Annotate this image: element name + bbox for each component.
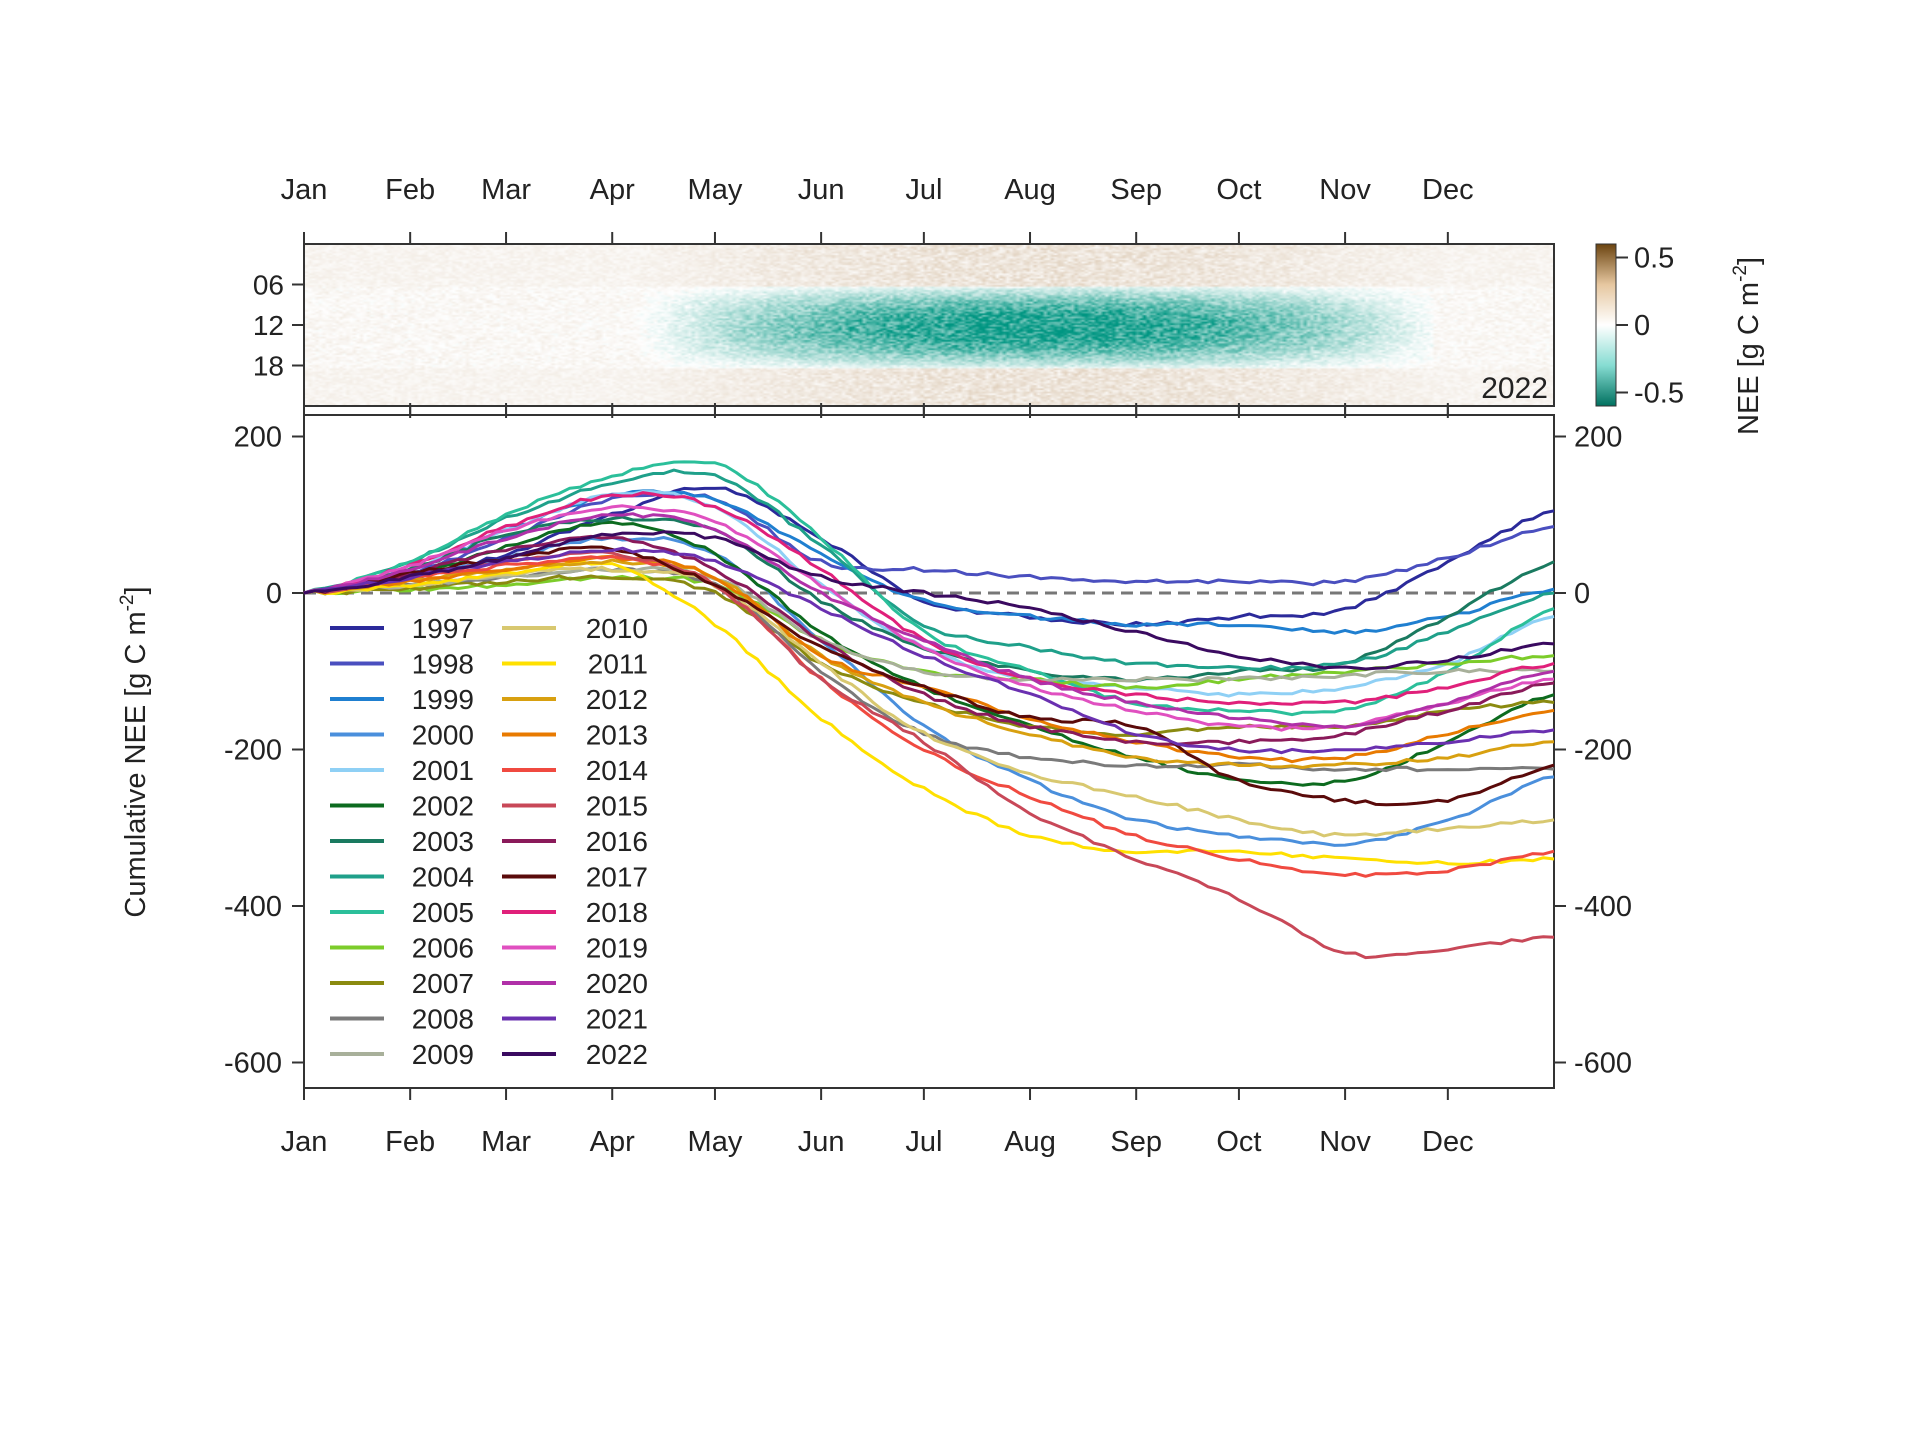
series-line-2010 — [303, 565, 1555, 838]
series-line-2004 — [303, 468, 1555, 671]
x-tick-label: Feb — [385, 1126, 435, 1158]
series-line-1997 — [303, 486, 1555, 628]
heatmap-panel: Jan Feb Mar Apr May Jun Jul Aug Sep Oct Nov Dec 06 12… — [253, 174, 1555, 418]
y-tick-label-left: -600 — [224, 1048, 282, 1080]
y-tick-label-left: 0 — [266, 578, 282, 610]
top-x-tick-label: Jun — [798, 174, 845, 206]
series-line-2021 — [303, 546, 1555, 755]
colorbar: 0.5 0 -0.5 NEE [g C m-2] — [1595, 243, 1765, 435]
colorbar-tick-label: 0 — [1634, 310, 1650, 342]
x-tick-label: Nov — [1319, 1126, 1371, 1158]
legend-label-2018: 2018 — [586, 897, 648, 928]
colorbar-label: NEE [g C m-2] — [1730, 257, 1765, 435]
legend-label-2000: 2000 — [412, 720, 474, 751]
series-line-2009 — [303, 565, 1555, 683]
heatmap-y-tick-label: 18 — [253, 351, 284, 382]
top-x-tick-label: Apr — [590, 174, 635, 206]
x-tick-label: Dec — [1422, 1126, 1474, 1158]
legend-label-1999: 1999 — [412, 684, 474, 715]
y-tick-label-right: -400 — [1574, 891, 1632, 923]
series-line-2014 — [303, 555, 1555, 878]
legend-label-2014: 2014 — [586, 755, 648, 786]
series-line-2005 — [303, 460, 1555, 717]
heatmap-frame — [303, 243, 1555, 407]
top-x-tick-label: May — [688, 174, 743, 206]
top-x-tick-label: Oct — [1216, 174, 1261, 206]
legend-label-2017: 2017 — [586, 862, 648, 893]
legend-label-2009: 2009 — [412, 1039, 474, 1070]
legend-label-2012: 2012 — [586, 684, 648, 715]
y-tick-label-right: 200 — [1574, 422, 1622, 454]
top-x-tick-label: Nov — [1319, 174, 1371, 206]
series-line-2011 — [303, 559, 1555, 866]
y-tick-label-left: -400 — [224, 891, 282, 923]
series-lines — [303, 460, 1555, 960]
colorbar-tick-label: 0.5 — [1634, 243, 1674, 275]
series-line-2022 — [303, 530, 1555, 671]
x-tick-label: Jun — [798, 1126, 845, 1158]
y-axis-label-text: Cumulative NEE [g C m — [120, 611, 152, 917]
legend-label-2020: 2020 — [586, 968, 648, 999]
legend-label-2013: 2013 — [586, 720, 648, 751]
legend-label-2005: 2005 — [412, 897, 474, 928]
legend-label-2016: 2016 — [586, 826, 648, 857]
series-line-1998 — [303, 491, 1555, 595]
heatmap-y-tick-label: 12 — [253, 310, 284, 341]
colorbar-gradient — [1595, 243, 1617, 407]
x-tick-label: Mar — [481, 1126, 531, 1158]
colorbar-label-sup: -2 — [1730, 265, 1751, 282]
heatmap-y-tick-label: 06 — [253, 270, 284, 301]
legend-label-2015: 2015 — [586, 791, 648, 822]
legend-label-1997: 1997 — [412, 613, 474, 644]
y-tick-label-left: 200 — [234, 422, 282, 454]
y-axis-label-sup: -2 — [117, 594, 138, 611]
x-tick-label: Sep — [1110, 1126, 1162, 1158]
legend-label-2010: 2010 — [586, 613, 648, 644]
x-tick-label: Jan — [281, 1126, 328, 1158]
colorbar-tick-label: -0.5 — [1634, 378, 1684, 410]
y-tick-label-right: 0 — [1574, 578, 1590, 610]
top-x-tick-label: Mar — [481, 174, 531, 206]
y-axis-label: Cumulative NEE [g C m-2] — [117, 586, 152, 917]
heatmap-year-label: 2022 — [1481, 372, 1548, 405]
y-tick-label-right: -600 — [1574, 1048, 1632, 1080]
colorbar-label-end: ] — [1733, 257, 1765, 265]
legend-label-2003: 2003 — [412, 826, 474, 857]
legend-label-2007: 2007 — [412, 968, 474, 999]
y-tick-label-left: -200 — [224, 735, 282, 767]
legend-label-2019: 2019 — [586, 933, 648, 964]
legend-label-2021: 2021 — [586, 1004, 648, 1035]
top-x-tick-label: Sep — [1110, 174, 1162, 206]
x-tick-label: Oct — [1216, 1126, 1261, 1158]
nee-heatmap — [305, 245, 1553, 405]
legend-label-2022: 2022 — [586, 1039, 648, 1070]
legend-label-2006: 2006 — [412, 933, 474, 964]
x-tick-label: May — [688, 1126, 743, 1158]
top-x-tick-label: Aug — [1004, 174, 1056, 206]
legend-label-2011: 2011 — [588, 649, 648, 680]
plot-frame — [303, 414, 1555, 1089]
top-x-tick-label: Jul — [905, 174, 942, 206]
y-tick-label-right: -200 — [1574, 735, 1632, 767]
x-tick-label: Aug — [1004, 1126, 1056, 1158]
x-tick-label: Jul — [905, 1126, 942, 1158]
legend-label-2008: 2008 — [412, 1004, 474, 1035]
top-x-tick-label: Jan — [281, 174, 328, 206]
legend-label-1998: 1998 — [412, 649, 474, 680]
y-axis-label-end: ] — [120, 586, 152, 594]
x-tick-label: Apr — [590, 1126, 635, 1158]
legend: 1997 1998 1999 2000 2001 2002 2003 2004 2005 2006… — [330, 613, 648, 1070]
legend-label-2002: 2002 — [412, 791, 474, 822]
series-line-2016 — [303, 534, 1555, 746]
series-line-2006 — [303, 574, 1555, 690]
legend-label-2001: 2001 — [412, 755, 474, 786]
legend-label-2004: 2004 — [412, 862, 474, 893]
top-x-tick-label: Feb — [385, 174, 435, 206]
series-line-2020 — [303, 512, 1555, 729]
colorbar-label-text: NEE [g C m — [1733, 282, 1765, 435]
top-x-tick-label: Dec — [1422, 174, 1474, 206]
